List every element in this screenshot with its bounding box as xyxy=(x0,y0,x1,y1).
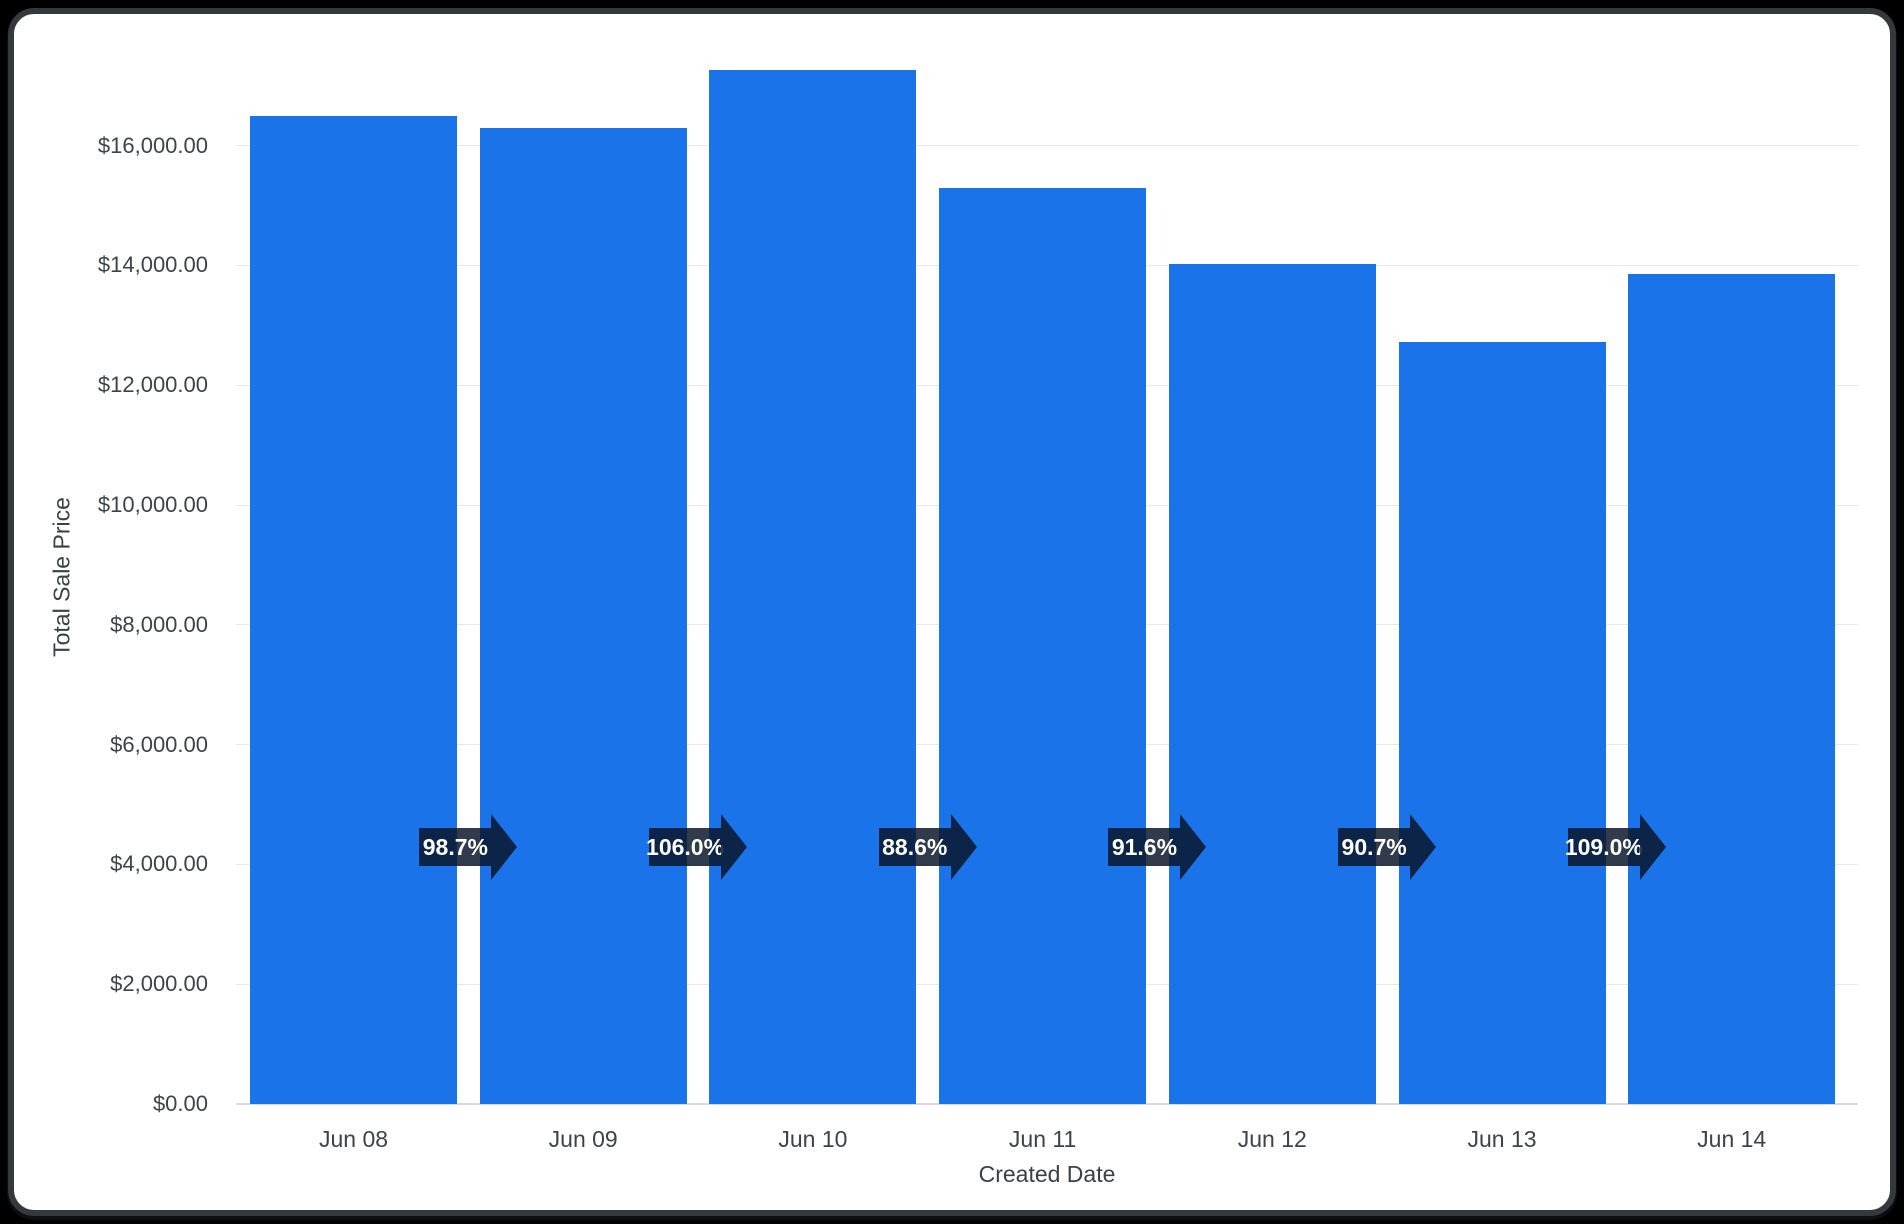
pct-change-label: 106.0% xyxy=(646,833,725,860)
arrow-right-icon xyxy=(721,814,748,880)
gridline xyxy=(236,145,1858,147)
y-axis-tick-label: $12,000.00 xyxy=(97,372,208,398)
x-axis-tick-label: Jun 08 xyxy=(318,1126,389,1152)
y-axis-tick-label: $4,000.00 xyxy=(110,851,208,877)
pct-change-arrow: 109.0% xyxy=(1564,814,1666,881)
x-axis-tick-label: Jun 09 xyxy=(548,1126,618,1152)
pct-change-arrow: 91.6% xyxy=(1108,814,1207,881)
bar-jun-10[interactable] xyxy=(709,69,917,1104)
arrow-right-icon xyxy=(491,814,518,880)
bar-jun-08[interactable] xyxy=(250,115,457,1104)
bar-jun-13[interactable] xyxy=(1398,342,1606,1104)
x-axis-tick-label: Jun 12 xyxy=(1237,1126,1307,1152)
pct-change-arrow-body: 90.7% xyxy=(1338,828,1411,866)
bar-jun-12[interactable] xyxy=(1168,264,1376,1104)
x-axis-title: Created Date xyxy=(978,1161,1116,1187)
arrow-right-icon xyxy=(1639,814,1666,880)
pct-change-label: 88.6% xyxy=(882,833,948,860)
y-axis-tick-label: $8,000.00 xyxy=(110,611,208,637)
arrow-right-icon xyxy=(950,814,977,880)
pct-change-arrow-body: 98.7% xyxy=(419,828,492,866)
x-axis-tick-label: Jun 10 xyxy=(778,1126,848,1152)
y-axis-tick-label: $14,000.00 xyxy=(97,252,208,278)
pct-change-arrow: 90.7% xyxy=(1338,814,1437,881)
pct-change-arrow-body: 91.6% xyxy=(1108,828,1181,866)
y-axis-tick-label: $10,000.00 xyxy=(97,492,208,517)
pct-change-label: 91.6% xyxy=(1111,833,1178,860)
bar-jun-09[interactable] xyxy=(479,128,687,1104)
y-axis-tick-label: $16,000.00 xyxy=(97,132,208,158)
pct-change-arrow: 106.0% xyxy=(646,814,748,881)
arrow-right-icon xyxy=(1410,814,1437,880)
y-axis-tick-label: $6,000.00 xyxy=(110,731,208,757)
pct-change-arrow-body: 88.6% xyxy=(878,828,951,866)
gridline xyxy=(236,1103,1858,1105)
pct-change-arrow-body: 109.0% xyxy=(1564,828,1643,866)
x-axis-tick-label: Jun 14 xyxy=(1697,1126,1767,1152)
y-axis-tick-label: $0.00 xyxy=(152,1091,208,1116)
x-axis-tick-label: Jun 13 xyxy=(1467,1126,1537,1152)
bar-jun-14[interactable] xyxy=(1628,273,1836,1104)
pct-change-arrow: 98.7% xyxy=(419,814,518,881)
y-axis-tick-label: $2,000.00 xyxy=(110,971,208,997)
pct-change-label: 98.7% xyxy=(422,833,488,860)
pct-change-arrow-body: 106.0% xyxy=(646,828,725,866)
x-axis-tick-label: Jun 11 xyxy=(1008,1126,1077,1152)
pct-change-arrow: 88.6% xyxy=(878,814,977,881)
pct-change-label: 90.7% xyxy=(1341,833,1407,860)
pct-change-label: 109.0% xyxy=(1564,833,1643,860)
arrow-right-icon xyxy=(1180,814,1207,880)
bar-jun-11[interactable] xyxy=(939,187,1147,1104)
